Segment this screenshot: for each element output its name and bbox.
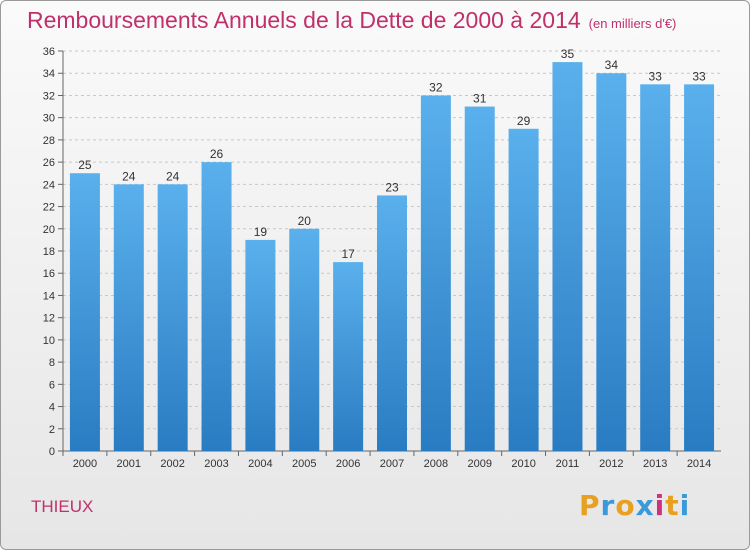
bars bbox=[69, 62, 715, 452]
data-label: 24 bbox=[166, 169, 180, 183]
data-label: 33 bbox=[692, 69, 706, 83]
x-tick-label: 2001 bbox=[117, 458, 141, 470]
y-tick-label: 30 bbox=[43, 113, 55, 125]
bar bbox=[464, 106, 495, 452]
logo-letter: r bbox=[600, 489, 616, 522]
bar bbox=[552, 62, 583, 451]
data-label: 33 bbox=[649, 69, 663, 83]
y-tick-label: 8 bbox=[49, 357, 55, 369]
x-tick-label: 2003 bbox=[204, 458, 228, 470]
x-tick-label: 2000 bbox=[73, 458, 97, 470]
data-label: 31 bbox=[473, 92, 487, 106]
y-tick-label: 22 bbox=[43, 202, 55, 214]
bar bbox=[684, 84, 715, 451]
data-label: 24 bbox=[122, 169, 136, 183]
y-tick-label: 0 bbox=[49, 446, 55, 458]
data-label: 23 bbox=[385, 180, 399, 194]
y-tick-label: 6 bbox=[49, 379, 55, 391]
y-tick-label: 32 bbox=[43, 90, 55, 102]
chart-title-text: Remboursements Annuels de la Dette de 20… bbox=[27, 7, 581, 33]
data-label: 17 bbox=[341, 247, 355, 261]
y-tick-label: 10 bbox=[43, 335, 55, 347]
x-tick-label: 2008 bbox=[424, 458, 448, 470]
bar bbox=[420, 95, 451, 451]
bar bbox=[157, 184, 188, 452]
x-tick-label: 2009 bbox=[467, 458, 491, 470]
x-tick-label: 2006 bbox=[336, 458, 360, 470]
data-label: 25 bbox=[78, 158, 92, 172]
x-tick-label: 2013 bbox=[643, 458, 667, 470]
bar bbox=[245, 239, 276, 451]
x-tick-label: 2010 bbox=[511, 458, 535, 470]
logo-letter: t bbox=[665, 489, 680, 522]
y-tick-label: 20 bbox=[43, 224, 55, 236]
bar bbox=[640, 84, 671, 451]
data-label: 34 bbox=[605, 58, 619, 72]
data-labels: 25 24 24 26 19 20 17 23 32 31 29 35 34 33 33 bbox=[78, 47, 706, 261]
data-label: 32 bbox=[429, 80, 443, 94]
bar bbox=[289, 228, 320, 451]
bar bbox=[201, 162, 232, 451]
x-tick-label: 2004 bbox=[248, 458, 272, 470]
y-tick-label: 4 bbox=[49, 402, 55, 414]
x-tick-labels: 2000 2001 2002 2003 2004 2005 2006 2007 2008 2009… bbox=[73, 458, 712, 470]
y-tick-label: 26 bbox=[43, 157, 55, 169]
y-tick-label: 36 bbox=[43, 46, 55, 58]
x-tick-label: 2012 bbox=[599, 458, 623, 470]
y-tick-label: 28 bbox=[43, 135, 55, 147]
chart-unit: (en milliers d'€) bbox=[588, 16, 677, 31]
bar bbox=[596, 73, 627, 451]
bar bbox=[508, 128, 539, 451]
y-tick-label: 16 bbox=[43, 268, 55, 280]
bar bbox=[113, 184, 144, 452]
bar bbox=[377, 195, 407, 451]
bar bbox=[333, 262, 364, 451]
logo-letter: P bbox=[579, 489, 601, 522]
commune-name: THIEUX bbox=[31, 497, 94, 516]
logo-letter: o bbox=[615, 489, 636, 522]
bar bbox=[69, 173, 100, 451]
x-tick-label: 2014 bbox=[687, 458, 711, 470]
logo-letter: i bbox=[679, 489, 691, 522]
logo-letter: x bbox=[635, 489, 655, 522]
data-label: 19 bbox=[254, 225, 268, 239]
proxiti-logo: Proxiti bbox=[579, 489, 690, 522]
x-tick-label: 2007 bbox=[380, 458, 404, 470]
chart-title: Remboursements Annuels de la Dette de 20… bbox=[27, 7, 676, 34]
y-tick-label: 24 bbox=[43, 179, 55, 191]
y-tick-label: 18 bbox=[43, 246, 55, 258]
logo-letter: i bbox=[654, 489, 666, 522]
x-tick-label: 2005 bbox=[292, 458, 316, 470]
y-tick-label: 34 bbox=[43, 68, 55, 80]
x-tick-label: 2011 bbox=[556, 458, 580, 470]
data-label: 29 bbox=[517, 114, 531, 128]
data-label: 26 bbox=[210, 147, 224, 161]
y-tick-label: 2 bbox=[49, 424, 55, 436]
y-tick-label: 12 bbox=[43, 313, 55, 325]
x-tick-label: 2002 bbox=[160, 458, 184, 470]
data-label: 20 bbox=[298, 214, 312, 228]
y-tick-label: 14 bbox=[43, 290, 55, 302]
data-label: 35 bbox=[561, 47, 575, 61]
